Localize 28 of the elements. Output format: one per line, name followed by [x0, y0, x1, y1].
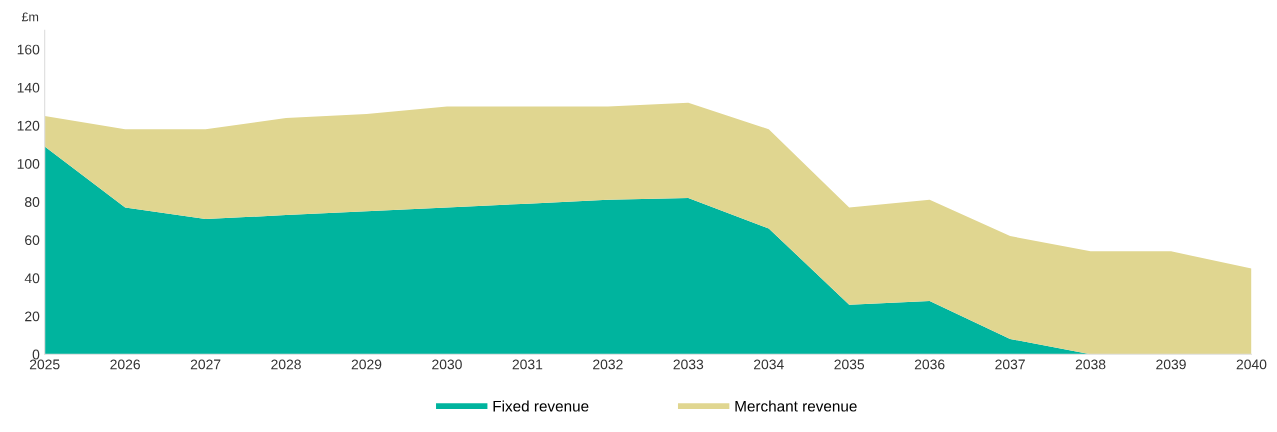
legend-label: Fixed revenue	[493, 400, 589, 412]
x-tick-label: 2030	[432, 359, 462, 370]
x-tick-label: 2037	[995, 359, 1025, 370]
x-tick-label: 2026	[110, 359, 140, 370]
y-tick-label: 60	[25, 235, 40, 246]
x-tick-label: 2040	[1236, 359, 1267, 370]
y-tick-label: 80	[24, 197, 40, 207]
y-tick-label: 0	[32, 349, 40, 360]
y-tick-label: 100	[17, 158, 40, 169]
y-tick-label: 140	[17, 82, 40, 93]
x-tick-label: 2031	[512, 359, 543, 370]
x-tick-label: 2025	[29, 359, 60, 370]
x-tick-label: 2032	[593, 359, 623, 370]
x-tick-label: 2038	[1075, 359, 1106, 370]
x-tick-label: 2034	[754, 359, 784, 370]
y-axis-title: £m	[21, 12, 39, 22]
legend-label: Merchant revenue	[735, 400, 857, 412]
y-tick-label: 20	[25, 311, 40, 322]
y-tick-label: 160	[17, 44, 40, 55]
x-tick-label: 2036	[914, 359, 945, 370]
x-tick-label: 2027	[190, 359, 221, 370]
x-tick-label: 2033	[673, 359, 704, 370]
y-tick-label: 120	[17, 120, 40, 131]
x-tick-label: 2039	[1156, 359, 1186, 370]
x-tick-label: 2028	[271, 359, 301, 370]
x-tick-label: 2035	[834, 359, 865, 370]
x-tick-label: 2029	[351, 359, 382, 370]
y-tick-label: 40	[24, 273, 40, 284]
